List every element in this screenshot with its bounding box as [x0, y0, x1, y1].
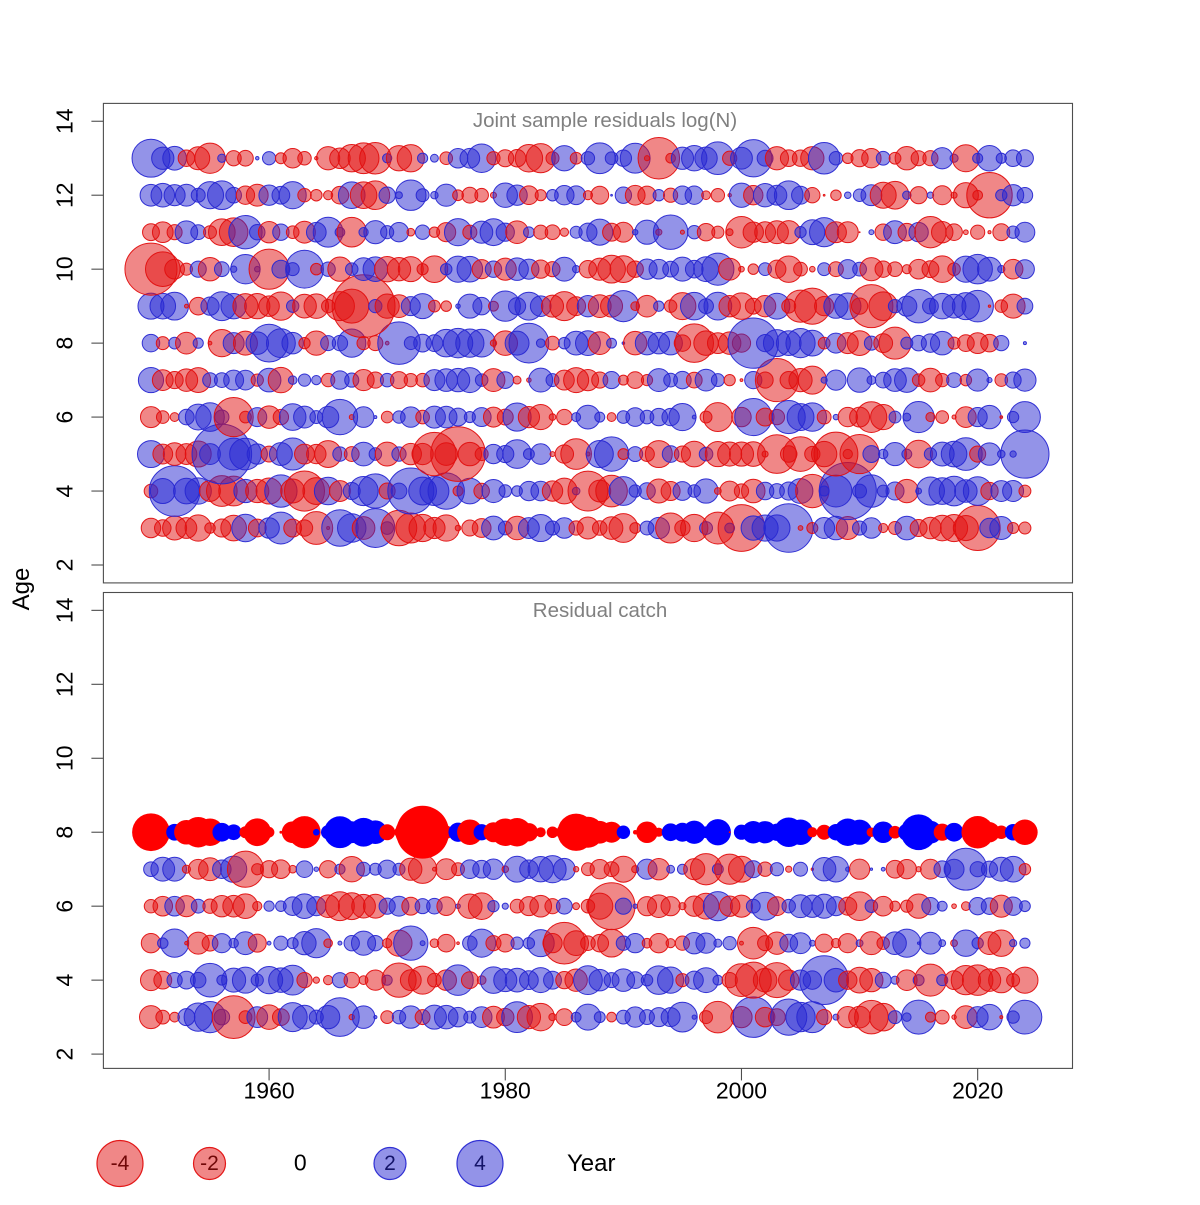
svg-text:4: 4	[52, 974, 78, 987]
svg-text:2000: 2000	[716, 1077, 767, 1103]
svg-text:1960: 1960	[243, 1077, 294, 1103]
svg-text:0: 0	[294, 1150, 307, 1176]
svg-text:6: 6	[52, 411, 78, 424]
svg-text:2: 2	[52, 1048, 78, 1061]
svg-text:6: 6	[52, 900, 78, 913]
svg-text:2020: 2020	[952, 1077, 1003, 1103]
svg-text:10: 10	[52, 256, 78, 282]
svg-text:Joint sample residuals log(N): Joint sample residuals log(N)	[473, 109, 737, 132]
svg-text:8: 8	[52, 337, 78, 350]
svg-text:4: 4	[52, 484, 78, 497]
svg-text:2: 2	[52, 559, 78, 572]
svg-text:14: 14	[52, 597, 78, 623]
svg-text:10: 10	[52, 745, 78, 771]
svg-text:1980: 1980	[480, 1077, 531, 1103]
svg-text:14: 14	[52, 108, 78, 134]
svg-text:Age: Age	[8, 568, 35, 611]
svg-text:12: 12	[52, 672, 78, 698]
svg-text:12: 12	[52, 182, 78, 208]
svg-text:Year: Year	[567, 1150, 616, 1177]
svg-text:8: 8	[52, 826, 78, 839]
svg-text:Residual catch: Residual catch	[533, 599, 667, 622]
